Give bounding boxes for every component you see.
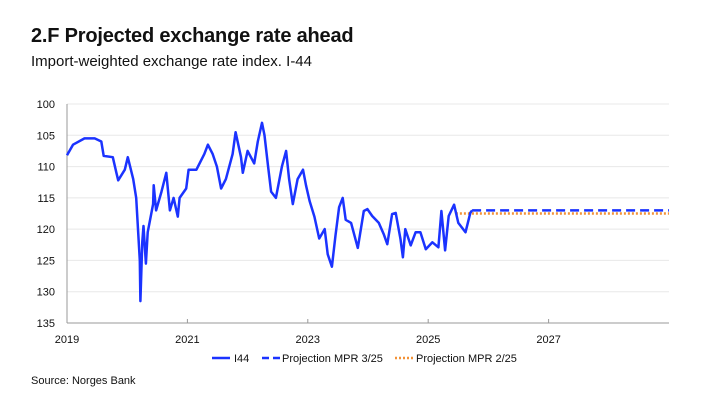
legend-label-i44: I44 [234, 353, 249, 365]
x-tick-label: 2025 [416, 334, 440, 346]
y-tick-label: 110 [37, 162, 55, 174]
x-tick-label: 2023 [296, 334, 320, 346]
chart-title: 2.F Projected exchange rate ahead [31, 25, 354, 47]
legend-label-mpr-2-25: Projection MPR 2/25 [416, 353, 517, 365]
y-tick-label: 115 [37, 193, 55, 205]
y-tick-label: 120 [37, 224, 55, 236]
y-tick-label: 135 [37, 318, 55, 330]
y-tick-label: 130 [37, 287, 55, 299]
x-tick-label: 2021 [175, 334, 199, 346]
y-tick-label: 100 [37, 99, 55, 111]
chart-subtitle: Import-weighted exchange rate index. I-4… [31, 53, 312, 70]
legend: I44 Projection MPR 3/25 Projection MPR 2… [212, 353, 517, 365]
x-tick-label: 2019 [55, 334, 79, 346]
y-tick-label: 105 [37, 130, 55, 142]
legend-label-mpr-3-25: Projection MPR 3/25 [282, 353, 383, 365]
source-note: Source: Norges Bank [31, 375, 136, 387]
x-tick-label: 2027 [536, 334, 560, 346]
y-tick-label: 125 [37, 255, 55, 267]
series-line-i44 [65, 121, 474, 303]
